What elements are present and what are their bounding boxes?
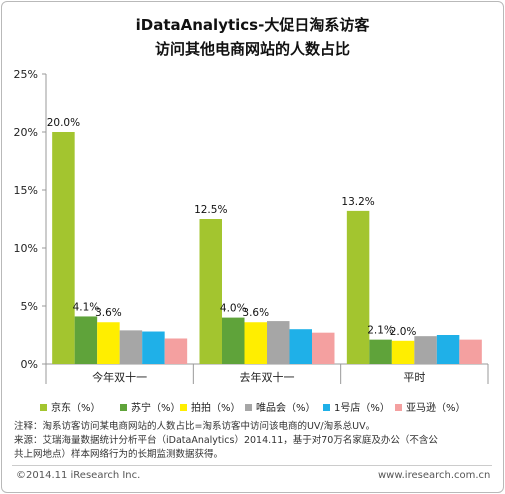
bar xyxy=(244,322,267,364)
bar-data-label: 2.1% xyxy=(367,325,394,337)
note-source-cont: 共上网地点）样本网络行为的长期监测数据获得。 xyxy=(14,449,224,460)
x-tick-label: 今年双十一 xyxy=(92,370,147,384)
x-tick-label: 平时 xyxy=(403,371,425,384)
legend-item: 拍拍（%） xyxy=(180,399,241,414)
bar-data-label: 12.5% xyxy=(194,204,227,216)
y-tick-label: 10% xyxy=(14,242,38,255)
bar xyxy=(52,132,75,364)
x-tick-label: 去年双十一 xyxy=(240,370,295,384)
legend-item: 京东（%） xyxy=(40,399,101,414)
y-tick-label: 25% xyxy=(14,68,38,81)
legend-item: 苏宁（%） xyxy=(120,399,181,414)
bar-data-label: 2.0% xyxy=(390,326,417,338)
bar xyxy=(312,332,335,364)
note-definition: 注释：淘系访客访问某电商网站的人数占比=淘系访客中访问该电商的UV/淘系总UV。 xyxy=(14,421,376,432)
bar xyxy=(119,330,143,364)
chart-legend: 京东（%） 苏宁（%） 拍拍（%） 唯品会（%） 1号店（%） 亚马逊（%） xyxy=(40,399,500,414)
footer-url: www.iresearch.com.cn xyxy=(378,470,491,481)
bar-data-label: 4.0% xyxy=(220,303,247,315)
bar xyxy=(267,321,290,364)
bar xyxy=(414,336,437,364)
bar xyxy=(391,340,415,364)
legend-label: 京东（%） xyxy=(51,403,101,414)
bar xyxy=(436,335,460,364)
legend-swatch xyxy=(180,404,187,411)
chart-title-line1: iDataAnalytics-大促日淘系访客 xyxy=(135,16,370,34)
bar-data-label: 3.6% xyxy=(242,307,269,319)
bar-data-label: 13.2% xyxy=(341,196,374,208)
y-tick-label: 20% xyxy=(14,126,38,139)
legend-label: 拍拍（%） xyxy=(191,403,241,414)
y-tick-label: 0% xyxy=(21,358,38,371)
legend-swatch xyxy=(40,404,47,411)
legend-swatch xyxy=(120,404,127,411)
bar-data-label: 20.0% xyxy=(47,117,80,129)
footer-copyright: ©2014.11 iResearch Inc. xyxy=(16,470,141,481)
chart-axes: 0% 5% 10% 15% 20% 25% 今年双十一 去年双十一 平时 xyxy=(14,68,489,384)
legend-item: 亚马逊（%） xyxy=(395,399,466,414)
legend-swatch xyxy=(395,404,402,411)
y-tick-label: 15% xyxy=(14,184,38,197)
bar xyxy=(199,219,222,364)
bar-chart: 0%5%10%15%20%25%今年双十一 去年双十一 平时 20.0%4.1%3.… xyxy=(14,68,489,384)
legend-swatch xyxy=(245,404,252,411)
bar xyxy=(346,210,370,364)
legend-label: 唯品会（%） xyxy=(256,403,316,414)
bar xyxy=(164,338,188,364)
legend-item: 1号店（%） xyxy=(323,399,390,414)
legend-swatch xyxy=(323,404,330,411)
bar xyxy=(142,331,165,364)
legend-item: 唯品会（%） xyxy=(245,399,316,414)
y-tick-label: 5% xyxy=(21,300,38,313)
footer-divider xyxy=(12,465,492,466)
note-source: 来源：艾瑞海量数据统计分析平台（iDataAnalytics）2014.11，基… xyxy=(14,435,438,446)
bar xyxy=(97,322,120,364)
bar xyxy=(74,316,98,364)
legend-label: 亚马逊（%） xyxy=(406,403,466,414)
bar xyxy=(459,339,482,364)
bar xyxy=(222,317,245,364)
bar xyxy=(369,339,392,364)
chart-title-line2: 访问其他电商网站的人数占比 xyxy=(154,40,350,58)
bar-data-label: 4.1% xyxy=(73,301,100,313)
chart-bars: 20.0%4.1%3.6%12.5%4.0%3.6%13.2%2.1%2.0% xyxy=(47,117,482,364)
legend-label: 1号店（%） xyxy=(334,403,390,414)
bar-data-label: 3.6% xyxy=(95,307,122,319)
bar xyxy=(289,329,312,364)
legend-label: 苏宁（%） xyxy=(131,403,181,414)
